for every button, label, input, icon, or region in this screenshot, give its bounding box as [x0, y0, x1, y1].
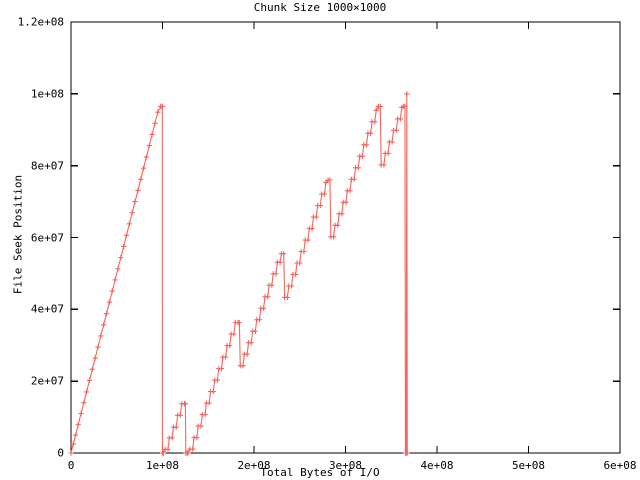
x-tick-label: 4e+08 [420, 459, 454, 472]
axis-ticks [70, 21, 621, 454]
y-tick-label: 4e+07 [30, 302, 64, 316]
y-tick-label: 2e+07 [30, 374, 64, 388]
y-tick-label: 6e+07 [30, 231, 64, 244]
x-axis-label: Total Bytes of I/O [260, 466, 380, 479]
chart-title: Chunk Size 1000×1000 [253, 1, 387, 14]
y-tick-label: 8e+07 [30, 159, 64, 173]
y-tick-label: 1.2e+08 [17, 15, 64, 29]
axis-frame [70, 21, 621, 454]
y-tick-label: 1e+08 [30, 87, 64, 101]
x-tick-label: 3e+08 [328, 459, 363, 472]
x-tick-label: 6e+08 [603, 459, 637, 472]
y-tick-label: 0 [57, 446, 64, 460]
x-tick-label: 1e+08 [145, 459, 180, 472]
x-tick-label: 5e+08 [511, 459, 546, 472]
x-tick-label: 0 [67, 459, 75, 472]
data-series [68, 91, 410, 456]
x-tick-label: 2e+08 [237, 459, 271, 472]
